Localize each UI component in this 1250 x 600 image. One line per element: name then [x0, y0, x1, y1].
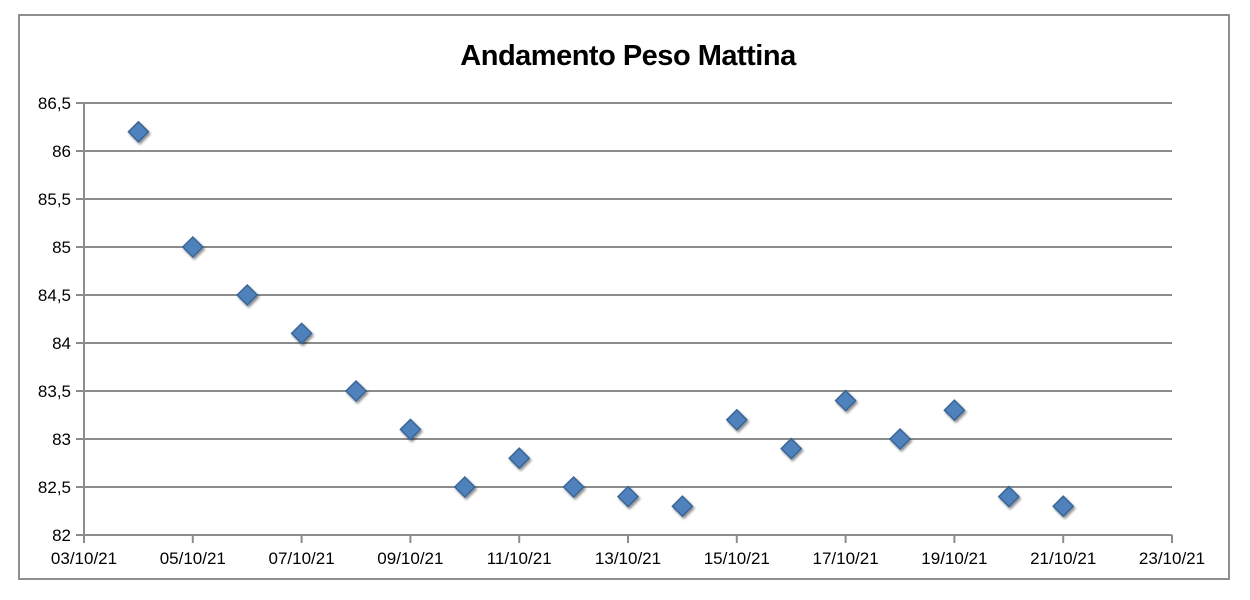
- data-point: [453, 475, 476, 499]
- x-tick-label: 11/10/21: [487, 549, 552, 568]
- x-tick-label: 19/10/21: [921, 549, 987, 568]
- x-tick-label: 09/10/21: [377, 549, 443, 568]
- y-tick-label: 83,5: [38, 382, 71, 401]
- x-tick-label: 21/10/21: [1030, 549, 1096, 568]
- x-tick-label: 03/10/21: [51, 549, 117, 568]
- data-point: [399, 418, 422, 441]
- x-tick-label: 23/10/21: [1139, 549, 1205, 568]
- data-point: [943, 399, 966, 422]
- y-tick-label: 85: [52, 238, 71, 257]
- data-point: [725, 408, 748, 431]
- data-point: [780, 437, 803, 460]
- data-point: [616, 485, 640, 508]
- x-tick-label: 05/10/21: [160, 549, 226, 568]
- y-tick-label: 86: [52, 142, 71, 161]
- data-point: [236, 283, 259, 307]
- x-tick-label: 15/10/21: [704, 549, 770, 568]
- y-tick-label: 86,5: [38, 94, 71, 113]
- x-tick-label: 07/10/21: [269, 549, 335, 568]
- data-point: [562, 475, 585, 499]
- y-tick-label: 82: [52, 526, 71, 545]
- x-tick-label: 13/10/21: [595, 549, 661, 568]
- data-point: [344, 379, 368, 403]
- data-point: [508, 447, 531, 470]
- chart-border: [18, 14, 1230, 580]
- data-point: [888, 427, 912, 451]
- y-tick-label: 84: [52, 334, 71, 353]
- data-point: [127, 120, 150, 143]
- y-tick-label: 84,5: [38, 286, 71, 305]
- data-point: [290, 322, 313, 345]
- y-tick-label: 82,5: [38, 478, 71, 497]
- y-tick-label: 85,5: [38, 190, 71, 209]
- x-tick-label: 17/10/21: [813, 549, 879, 568]
- data-point: [1052, 495, 1075, 518]
- y-tick-label: 83: [52, 430, 71, 449]
- data-point: [671, 495, 694, 518]
- chart-title: Andamento Peso Mattina: [460, 40, 796, 72]
- data-point: [181, 235, 204, 259]
- data-point: [997, 485, 1020, 508]
- data-point: [834, 389, 857, 412]
